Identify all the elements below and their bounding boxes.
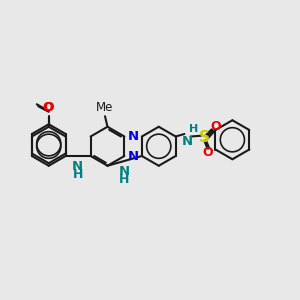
Text: N: N <box>128 130 139 143</box>
Text: O: O <box>42 101 53 114</box>
Text: N: N <box>128 149 139 163</box>
Text: H: H <box>72 168 83 181</box>
Text: O: O <box>203 146 213 159</box>
Text: N: N <box>181 135 192 148</box>
Text: N: N <box>72 160 83 173</box>
Text: O: O <box>211 120 221 133</box>
Text: O: O <box>44 101 54 114</box>
Text: N: N <box>118 165 130 178</box>
Text: S: S <box>199 130 210 145</box>
Text: Me: Me <box>96 101 113 114</box>
Text: H: H <box>119 173 129 186</box>
Text: H: H <box>189 124 198 134</box>
